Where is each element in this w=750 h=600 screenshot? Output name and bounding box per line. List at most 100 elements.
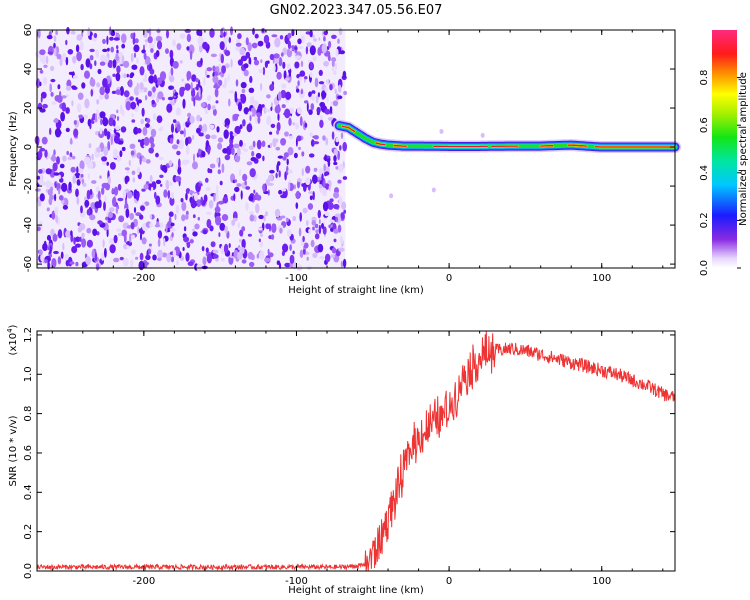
noise-speckle: [235, 45, 242, 52]
noise-speckle: [237, 101, 243, 112]
noise-speckle: [333, 148, 339, 156]
noise-speckle: [70, 137, 73, 145]
noise-speckle: [129, 143, 136, 149]
noise-speckle: [189, 50, 193, 61]
noise-speckle: [252, 140, 256, 148]
noise-speckle: [176, 43, 182, 51]
noise-speckle: [130, 101, 137, 110]
noise-speckle: [113, 134, 120, 144]
noise-speckle: [44, 149, 48, 158]
noise-speckle: [205, 247, 209, 253]
noise-speckle: [113, 257, 120, 263]
noise-speckle: [116, 45, 119, 50]
noise-speckle: [251, 42, 258, 49]
noise-speckle: [316, 106, 321, 114]
noise-speckle: [165, 223, 168, 234]
noise-speckle: [142, 126, 148, 136]
noise-speckle: [155, 152, 159, 158]
noise-speckle: [102, 239, 105, 248]
noise-speckle: [94, 201, 101, 209]
noise-speckle: [136, 128, 142, 134]
noise-speckle: [247, 251, 254, 260]
noise-speckle: [42, 243, 48, 252]
noise-speckle: [38, 169, 43, 174]
noise-speckle: [159, 222, 164, 229]
noise-speckle: [65, 85, 72, 91]
noise-speckle: [340, 132, 344, 139]
noise-speckle: [218, 79, 223, 86]
noise-speckle: [185, 145, 190, 156]
noise-speckle: [252, 100, 259, 108]
noise-speckle: [56, 53, 62, 60]
noise-speckle: [79, 236, 82, 242]
noise-speckle: [280, 194, 287, 199]
noise-speckle: [172, 249, 177, 258]
noise-speckle: [234, 125, 241, 135]
noise-speckle: [324, 212, 330, 217]
noise-speckle: [318, 81, 325, 85]
noise-speckle: [168, 216, 172, 225]
noise-speckle: [147, 90, 152, 97]
noise-speckle: [237, 33, 242, 40]
noise-speckle: [330, 254, 335, 258]
noise-speckle: [49, 127, 52, 135]
noise-speckle: [54, 206, 59, 215]
noise-speckle: [104, 247, 107, 258]
noise-speckle: [216, 126, 220, 133]
noise-speckle: [311, 90, 316, 95]
noise-speckle: [86, 189, 91, 200]
noise-speckle: [62, 242, 65, 251]
noise-speckle: [333, 203, 340, 210]
noise-speckle: [135, 97, 139, 102]
noise-speckle: [117, 197, 124, 202]
noise-speckle: [215, 215, 222, 226]
noise-speckle: [277, 161, 281, 166]
noise-speckle: [249, 261, 255, 267]
noise-speckle: [168, 160, 173, 167]
x-tick-label: -100: [285, 273, 308, 284]
noise-speckle: [89, 48, 95, 53]
noise-speckle: [281, 104, 286, 109]
noise-speckle: [85, 58, 91, 68]
noise-speckle: [198, 132, 205, 137]
noise-speckle: [209, 124, 215, 130]
noise-speckle: [96, 82, 101, 88]
noise-speckle: [53, 42, 56, 49]
noise-speckle: [254, 33, 259, 39]
noise-speckle: [306, 102, 309, 112]
noise-speckle: [196, 114, 201, 122]
noise-speckle: [236, 37, 240, 44]
noise-speckle: [271, 34, 278, 38]
noise-speckle: [340, 260, 343, 268]
noise-speckle: [338, 84, 342, 93]
noise-speckle: [163, 189, 168, 198]
noise-speckle: [331, 66, 335, 72]
noise-speckle: [276, 122, 281, 132]
noise-speckle: [89, 122, 92, 130]
noise-speckle: [317, 209, 321, 219]
noise-speckle: [312, 174, 318, 184]
noise-speckle: [257, 116, 261, 124]
noise-speckle: [200, 57, 203, 65]
noise-speckle: [91, 153, 94, 161]
noise-speckle: [244, 180, 247, 186]
noise-speckle: [71, 246, 78, 254]
noise-speckle: [325, 137, 329, 146]
noise-speckle: [192, 161, 198, 170]
noise-speckle: [165, 48, 169, 54]
noise-speckle: [241, 88, 246, 94]
noise-speckle: [62, 155, 67, 162]
noise-speckle: [179, 33, 186, 39]
noise-speckle: [314, 77, 319, 88]
noise-speckle: [237, 251, 243, 260]
x-tick-label: 100: [592, 576, 611, 587]
noise-speckle: [250, 157, 257, 162]
noise-speckle: [258, 214, 264, 220]
noise-speckle: [331, 34, 337, 40]
noise-speckle: [299, 249, 304, 258]
x-tick-label: -200: [132, 576, 155, 587]
noise-speckle: [308, 109, 313, 115]
noise-speckle: [181, 214, 186, 222]
noise-speckle: [170, 222, 175, 227]
noise-speckle: [112, 119, 116, 127]
